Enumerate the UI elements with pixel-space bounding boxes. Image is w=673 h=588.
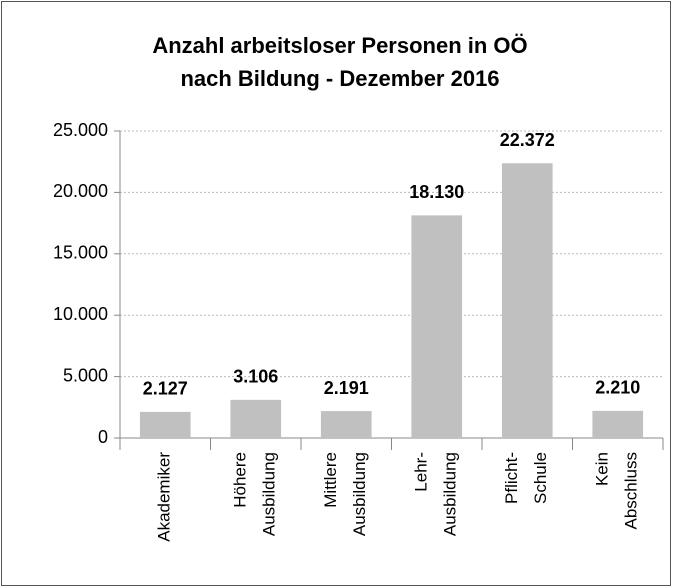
bar bbox=[139, 411, 191, 438]
bar bbox=[501, 163, 553, 438]
x-tick-group: Akademiker bbox=[155, 452, 174, 542]
x-tick-label: Höhere Ausbildung bbox=[231, 452, 279, 536]
value-label: 18.130 bbox=[409, 182, 464, 202]
value-label: 2.191 bbox=[324, 378, 369, 398]
y-tick-label: 0 bbox=[98, 427, 108, 447]
value-label: 2.127 bbox=[143, 379, 188, 399]
bar bbox=[320, 411, 372, 438]
x-tick-label: Pflicht- Schule bbox=[502, 452, 550, 504]
bar bbox=[411, 215, 463, 438]
value-label: 2.210 bbox=[595, 378, 640, 398]
bar bbox=[230, 399, 282, 438]
x-tick-group: Mittlere Ausbildung bbox=[321, 452, 369, 536]
y-tick-label: 5.000 bbox=[63, 365, 108, 385]
x-tick-label: Mittlere Ausbildung bbox=[321, 452, 369, 536]
y-tick-label: 25.000 bbox=[53, 120, 108, 140]
y-tick-label: 15.000 bbox=[53, 243, 108, 263]
chart-title: Anzahl arbeitsloser Personen in OÖ nach B… bbox=[152, 33, 527, 91]
x-tick-label: Akademiker bbox=[155, 452, 174, 542]
y-tick-label: 10.000 bbox=[53, 304, 108, 324]
bar bbox=[592, 410, 644, 438]
value-label: 22.372 bbox=[500, 130, 555, 150]
x-tick-group: Höhere Ausbildung bbox=[231, 452, 279, 536]
x-tick-group: Lehr- Ausbildung bbox=[412, 452, 460, 536]
x-tick-group: Pflicht- Schule bbox=[502, 452, 550, 504]
x-tick-label: Kein Abschluss bbox=[593, 452, 641, 529]
value-label: 3.106 bbox=[233, 367, 278, 387]
x-tick-label: Lehr- Ausbildung bbox=[412, 452, 460, 536]
x-tick-group: Kein Abschluss bbox=[593, 452, 641, 529]
y-tick-label: 20.000 bbox=[53, 181, 108, 201]
